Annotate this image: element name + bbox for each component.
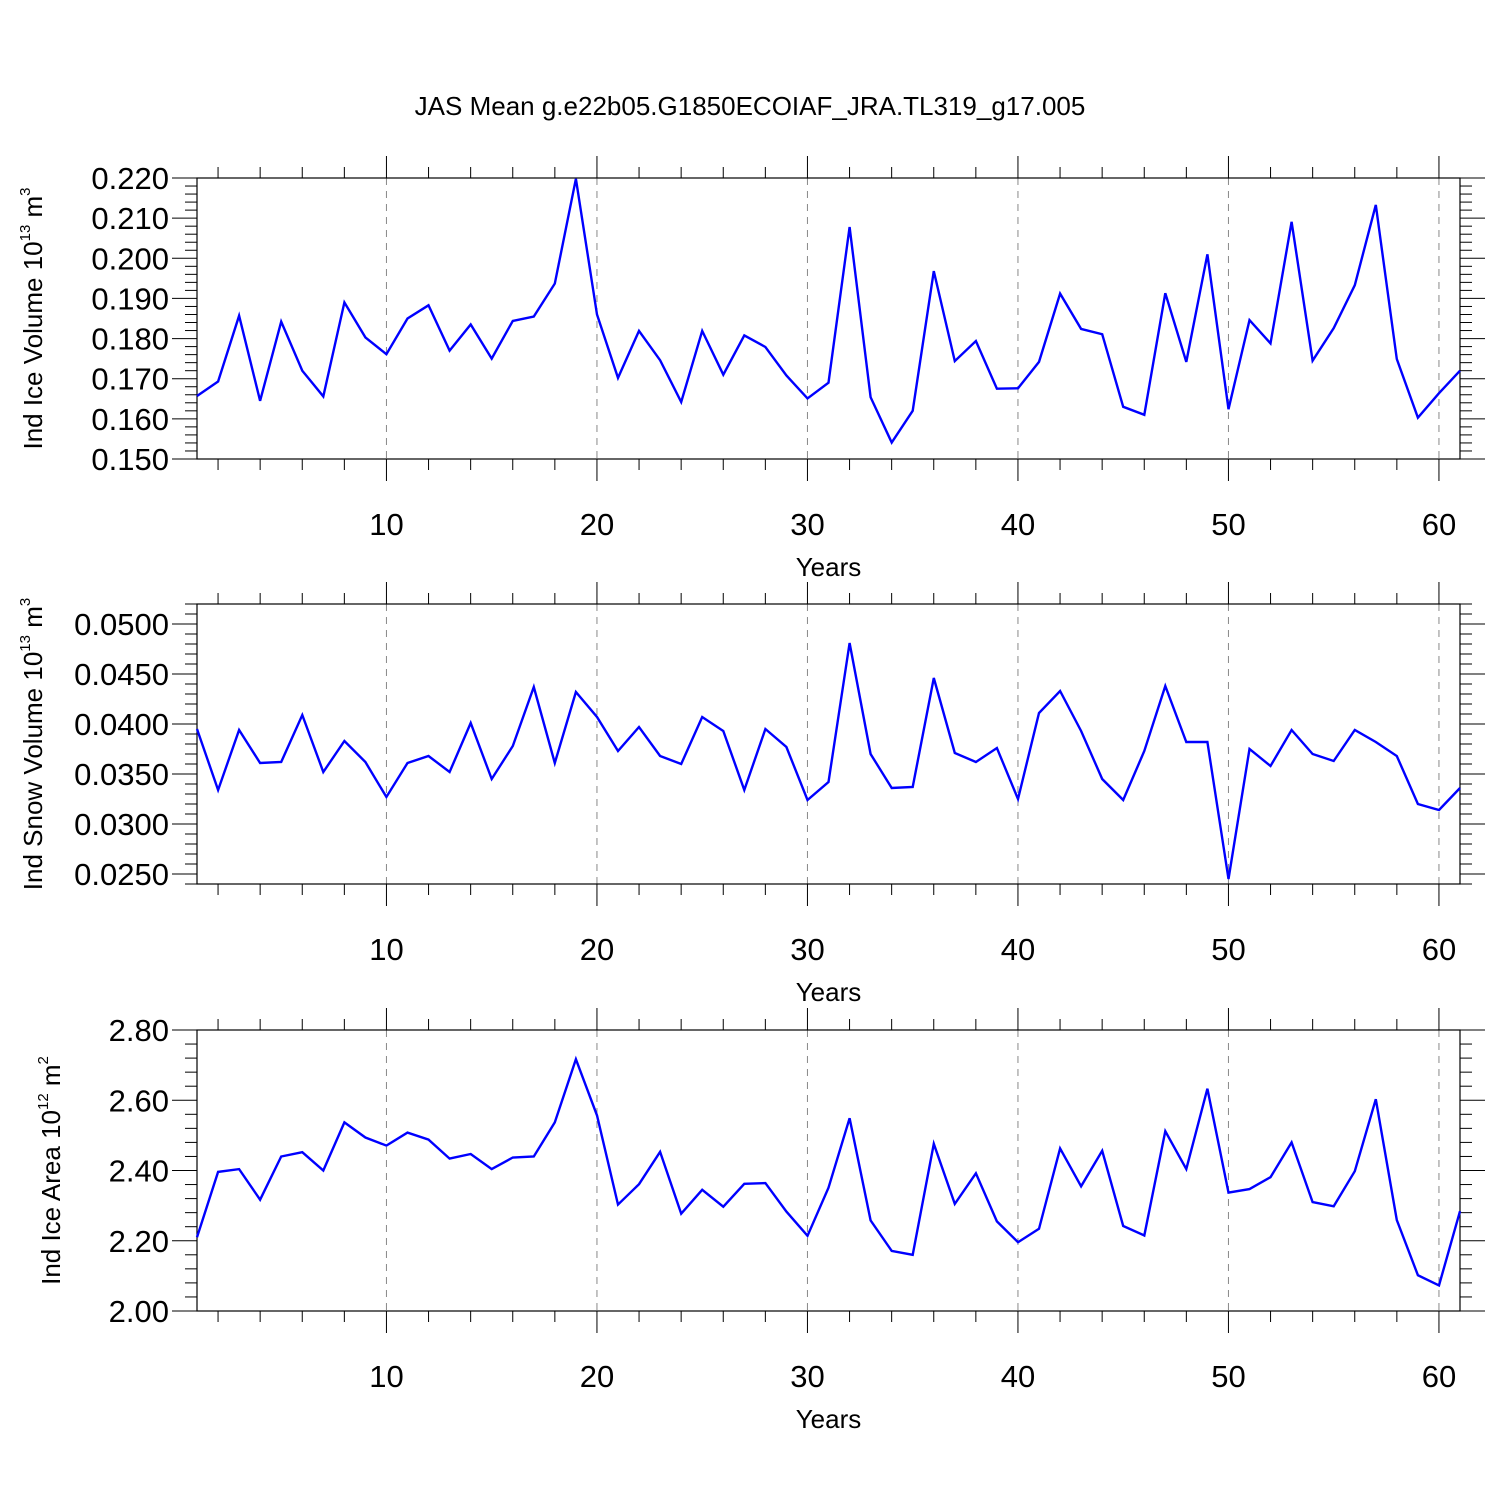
y-axis-title-unit: m [18,196,48,225]
y-axis-title-exponent: 12 [35,1093,52,1110]
x-tick-label: 30 [790,1359,824,1394]
y-axis-title-main: Ind Ice Area 10 [36,1110,66,1285]
x-tick-label: 60 [1422,507,1456,542]
series-line-ice-volume [196,178,1461,445]
y-tick-label: 2.60 [109,1083,169,1118]
x-tick-label: 40 [1001,932,1035,967]
x-tick-label: 50 [1211,507,1245,542]
x-tick-label: 20 [580,932,614,967]
x-axis-title: Years [796,1404,862,1434]
panels: 10 20 30 40 50 60 Years 0.150 0.160 0.170 0.180 0.1… [17,156,1485,1434]
y-tick-label: 0.0450 [74,657,169,692]
y-tick-label: 2.00 [109,1294,169,1329]
y-tick-label: 0.190 [91,281,169,316]
y-axis-title: Ind Ice Volume 1013 m3 [17,187,48,449]
y-tick-label: 0.0250 [74,857,169,892]
plot-frame [196,177,1461,460]
y-tick-label: 0.0350 [74,757,169,792]
figure-title: JAS Mean g.e22b05.G1850ECOIAF_JRA.TL319_… [415,91,1086,121]
y-axis-title-unit: m [18,606,48,635]
y-tick-label: 0.200 [91,241,169,276]
x-axis-title: Years [796,977,862,1007]
y-axis-title-main: Ind Ice Volume 10 [18,241,48,449]
panel-snow-volume: 10 20 30 40 50 60 Years 0.0250 0.0300 0.0350 0.040… [17,582,1485,1007]
y-tick-label: 0.150 [91,442,169,477]
y-tick-label: 0.0400 [74,707,169,742]
x-tick-label: 20 [580,1359,614,1394]
x-tick-label: 50 [1211,1359,1245,1394]
x-tick-label: 10 [369,1359,403,1394]
y-axis-title-unit: m [36,1064,66,1093]
y-axis-title-main: Ind Snow Volume 10 [18,652,48,891]
x-tick-label: 20 [580,507,614,542]
x-tick-label: 40 [1001,1359,1035,1394]
y-axis-title: Ind Ice Area 1012 m2 [35,1056,66,1285]
y-tick-label: 0.220 [91,161,169,196]
y-tick-label: 0.210 [91,201,169,236]
y-tick-label: 0.180 [91,322,169,357]
panel-ice-volume: 10 20 30 40 50 60 Years 0.150 0.160 0.170 0.180 0.1… [17,156,1485,582]
x-tick-label: 10 [369,932,403,967]
series-line-snow-volume [195,642,1461,880]
x-tick-label: 40 [1001,507,1035,542]
y-tick-label: 2.80 [109,1013,169,1048]
y-tick-label: 0.0300 [74,807,169,842]
y-axis-title-unit-exponent: 2 [35,1056,52,1064]
x-tick-label: 50 [1211,932,1245,967]
y-axis-title-unit-exponent: 3 [17,187,34,195]
y-tick-label: 0.0500 [74,607,169,642]
y-axis-title: Ind Snow Volume 1013 m3 [17,598,48,890]
y-tick-label: 2.40 [109,1154,169,1189]
x-tick-label: 30 [790,507,824,542]
x-axis-title: Years [796,552,862,582]
x-tick-label: 60 [1422,1359,1456,1394]
panel-ice-area: 10 20 30 40 50 60 Years 2.00 2.20 2.40 2.60 2.80 Ind… [35,1008,1485,1434]
y-axis-title-exponent: 13 [17,635,34,652]
y-axis-title-exponent: 13 [17,225,34,242]
series-line-ice-area [195,1055,1462,1288]
x-tick-label: 10 [369,507,403,542]
x-tick-label: 30 [790,932,824,967]
y-tick-label: 0.160 [91,402,169,437]
y-tick-label: 2.20 [109,1224,169,1259]
y-tick-label: 0.170 [91,362,169,397]
y-axis-title-unit-exponent: 3 [17,598,34,606]
x-tick-label: 60 [1422,932,1456,967]
